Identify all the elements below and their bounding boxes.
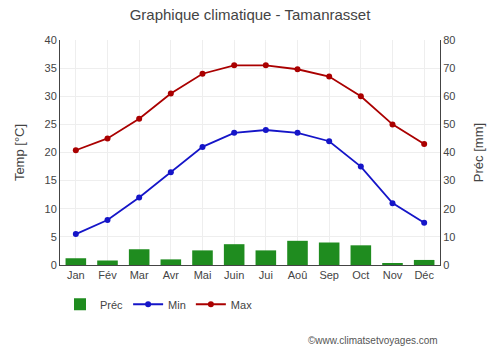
svg-text:Jui: Jui	[259, 269, 273, 281]
svg-text:Oct: Oct	[352, 269, 369, 281]
svg-text:30: 30	[45, 90, 57, 102]
svg-text:60: 60	[443, 90, 455, 102]
svg-text:0: 0	[51, 259, 57, 271]
svg-text:Avr: Avr	[163, 269, 180, 281]
svg-text:Préc: Préc	[100, 299, 123, 311]
svg-text:Sep: Sep	[319, 269, 339, 281]
svg-text:Déc: Déc	[414, 269, 434, 281]
svg-text:Préc [mm]: Préc [mm]	[471, 123, 486, 182]
svg-text:20: 20	[443, 203, 455, 215]
svg-text:Mar: Mar	[130, 269, 149, 281]
svg-text:20: 20	[45, 146, 57, 158]
svg-text:Mai: Mai	[194, 269, 212, 281]
svg-text:50: 50	[443, 118, 455, 130]
svg-text:Max: Max	[231, 299, 252, 311]
svg-text:0: 0	[443, 259, 449, 271]
svg-text:40: 40	[443, 146, 455, 158]
svg-text:Min: Min	[168, 299, 186, 311]
svg-text:15: 15	[45, 174, 57, 186]
svg-text:10: 10	[45, 203, 57, 215]
svg-text:80: 80	[443, 34, 455, 46]
svg-text:35: 35	[45, 62, 57, 74]
svg-text:5: 5	[51, 231, 57, 243]
svg-text:Fév: Fév	[98, 269, 117, 281]
svg-text:Juin: Juin	[224, 269, 244, 281]
svg-text:©www.climatsetvoyages.com: ©www.climatsetvoyages.com	[308, 335, 438, 346]
svg-text:Graphique climatique - Tamanra: Graphique climatique - Tamanrasset	[130, 6, 372, 23]
svg-text:25: 25	[45, 118, 57, 130]
svg-text:40: 40	[45, 34, 57, 46]
svg-text:Aoû: Aoû	[288, 269, 308, 281]
svg-text:Nov: Nov	[383, 269, 403, 281]
svg-text:Temp [°C]: Temp [°C]	[12, 124, 27, 181]
svg-text:70: 70	[443, 62, 455, 74]
svg-text:10: 10	[443, 231, 455, 243]
svg-text:Jan: Jan	[67, 269, 85, 281]
svg-text:30: 30	[443, 174, 455, 186]
